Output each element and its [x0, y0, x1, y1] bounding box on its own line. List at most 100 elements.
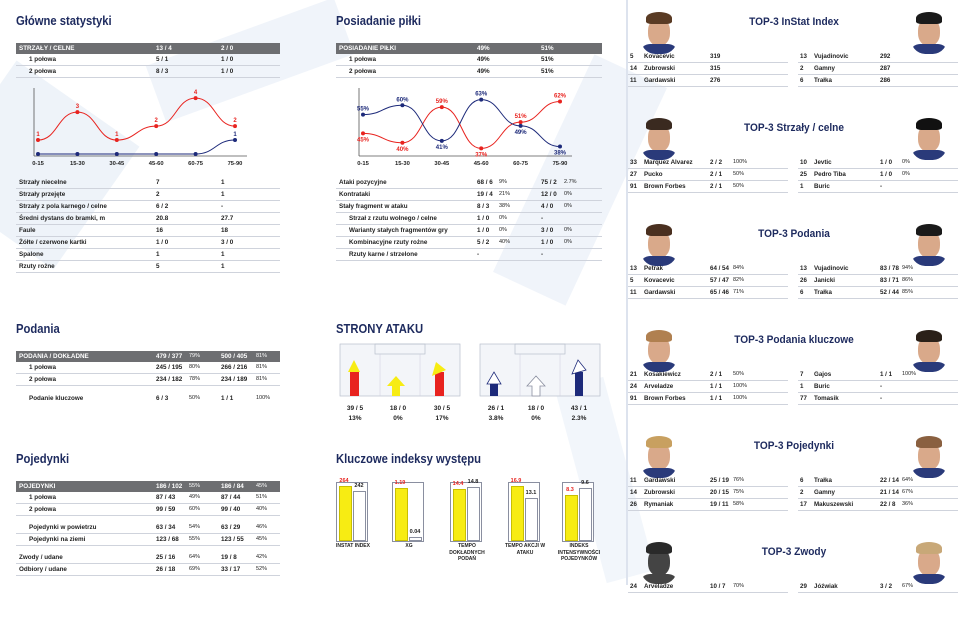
- row-away: 1 / 1: [221, 395, 234, 402]
- player-name: Gardawski: [644, 289, 676, 296]
- home-index-bar: [511, 486, 524, 541]
- x-tick-label: 45-60: [474, 161, 489, 167]
- player-row: 77 Tomasik -: [798, 393, 958, 405]
- player-value: 57 / 47: [710, 277, 729, 284]
- table-row: 2 połowa 8 / 3 1 / 0: [16, 66, 280, 78]
- home-index-bar: [339, 486, 352, 541]
- penalty-box: [374, 343, 426, 355]
- player-value: 83 / 78: [880, 265, 899, 272]
- top3-panel: TOP-3 InStat Index 5 Kovacevic 319 14 Zubrows…: [628, 0, 960, 593]
- table-header: POSIADANIE PIŁKI 49% 51%: [336, 43, 602, 54]
- row-home: 63 / 34: [156, 524, 176, 531]
- row-away: 75 / 2: [541, 179, 557, 186]
- table-row: Strzały z pola karnego / celne 6 / 2 -: [16, 201, 280, 213]
- table-row: Strzały niecelne 7 1: [16, 177, 280, 189]
- player-name: Trałka: [814, 77, 832, 84]
- row-label: 2 połowa: [29, 506, 56, 513]
- attack-side-pct: 3.8%: [489, 415, 504, 422]
- player-pct: 100%: [733, 159, 748, 165]
- row-home: 26 / 18: [156, 566, 176, 573]
- row-away: 33 / 17: [221, 566, 241, 573]
- player-number: 6: [800, 477, 804, 484]
- center-arrow: [387, 376, 405, 396]
- player-pct: 100%: [733, 395, 748, 401]
- player-row: 14 Zubrowski 315: [628, 63, 788, 75]
- player-value: 1 / 1: [710, 383, 723, 390]
- table-row: Podanie kluczowe 6 / 3 50% 1 / 1 100%: [16, 393, 280, 404]
- x-tick-label: 15-30: [395, 161, 410, 167]
- player-value: 1 / 0: [880, 159, 893, 166]
- right-wing-bar: [575, 372, 583, 396]
- key-index-group: 8.3 9.6 INDEKS INTENSYWNOŚCI POJEDYNKÓW: [558, 470, 616, 585]
- table-row: Rzuty rożne 5 1: [16, 261, 280, 273]
- row-away-pct: 100%: [256, 395, 271, 401]
- player-value: 2 / 2: [710, 159, 723, 166]
- player-number: 5: [630, 53, 634, 60]
- row-away: 1: [221, 191, 225, 198]
- table-row: Żółte / czerwone kartki 1 / 0 3 / 0: [16, 237, 280, 249]
- blue-data-label: 1: [233, 132, 237, 138]
- possession-chart: 45% 40% 59% 37% 51% 62% 55% 60% 41% 63% 49% 38% 0-15…: [357, 88, 572, 167]
- key-index-group: 1.19 0.04 XG: [392, 470, 446, 585]
- index-label: INDEKS INTENSYWNOŚCI POJEDYNKÓW: [557, 543, 601, 562]
- x-tick-label: 15-30: [70, 161, 85, 167]
- player-number: 11: [630, 477, 637, 484]
- player-row: 5 Kovacevic 57 / 47 82%: [628, 275, 788, 287]
- attack-sides-graphic: 39 / 5 13% 18 / 0 0% 30 / 5 17% 26 / 1 3.8% 18 /…: [339, 343, 601, 422]
- home-index-value: 14.4: [452, 481, 464, 487]
- row-home: 5 / 2: [477, 239, 490, 246]
- key-index-chart: 264 242 INSTAT INDEX 1.19 0.04 XG 14.4 14.8 TEMP…: [330, 470, 610, 585]
- row-label: 2 połowa: [349, 68, 376, 75]
- row-away: 87 / 44: [221, 494, 241, 501]
- player-pct: 50%: [733, 183, 745, 189]
- row-home: 8 / 3: [156, 68, 169, 75]
- player-photo: [910, 328, 948, 372]
- player-value: -: [880, 383, 883, 390]
- player-pct: 70%: [733, 583, 745, 589]
- player-row: 6 Trałka 22 / 14 64%: [798, 475, 958, 487]
- row-away-pct: 2.7%: [564, 179, 577, 185]
- table-row: Strzały przejęte 2 1: [16, 189, 280, 201]
- table-row: Stały fragment w ataku 8 / 3 38% 4 / 0 0%: [336, 201, 602, 213]
- player-name: Gardawski: [644, 477, 676, 484]
- player-number: 13: [800, 265, 807, 272]
- player-number: 26: [630, 501, 637, 508]
- player-row: 6 Trałka 52 / 44 85%: [798, 287, 958, 299]
- player-row: 26 Rymaniak 19 / 11 58%: [628, 499, 788, 511]
- red-data-label: 40%: [396, 147, 409, 153]
- player-number: 1: [800, 383, 804, 390]
- top3-title: TOP-3 Pojedynki: [753, 440, 835, 452]
- player-row: 17 Makuszewski 22 / 8 36%: [798, 499, 958, 511]
- table-row: Pojedynki na ziemi 123 / 68 55% 123 / 55 45%: [16, 534, 280, 546]
- player-number: 13: [800, 53, 807, 60]
- player-number: 5: [630, 277, 634, 284]
- player-name: Vujadinovic: [814, 53, 849, 60]
- red-data-point: [361, 131, 365, 136]
- posiadanie-title: Posiadanie piłki: [336, 14, 422, 28]
- table-row: 1 połowa 5 / 1 1 / 0: [16, 54, 280, 66]
- player-row: 33 Marquez Alvarez 2 / 2 100%: [628, 157, 788, 169]
- top3-section: TOP-3 Podania kluczowe 21 Kosakiewicz 2 / 1…: [628, 318, 960, 424]
- right-panel-divider: [626, 0, 628, 585]
- player-value: 2 / 1: [710, 171, 723, 178]
- player-photo: [640, 116, 678, 160]
- top3-title: TOP-3 Zwody: [761, 546, 827, 558]
- player-row: 1 Buric -: [798, 381, 958, 393]
- row-home: 16: [156, 227, 164, 234]
- player-number: 21: [630, 371, 637, 378]
- player-name: Jóźwiak: [814, 583, 838, 590]
- player-row: 21 Kosakiewicz 2 / 1 50%: [628, 369, 788, 381]
- player-pct: 67%: [902, 489, 914, 495]
- table-header: STRZAŁY / CELNE 13 / 4 2 / 0: [16, 43, 280, 54]
- row-home-pct: 0%: [499, 215, 507, 221]
- row-home-pct: 0%: [499, 227, 507, 233]
- kluczowe-title: Kluczowe indeksy występu: [336, 452, 482, 466]
- top3-title: TOP-3 Strzały / celne: [744, 122, 844, 134]
- home-index-value: 8.3: [566, 487, 574, 493]
- red-series-line: [362, 101, 561, 149]
- attack-side-count: 43 / 1: [571, 405, 588, 412]
- row-label: Faule: [19, 227, 36, 234]
- row-label: Strzały przejęte: [19, 191, 66, 198]
- row-away: 3 / 0: [541, 227, 554, 234]
- blue-series-line: [38, 139, 236, 155]
